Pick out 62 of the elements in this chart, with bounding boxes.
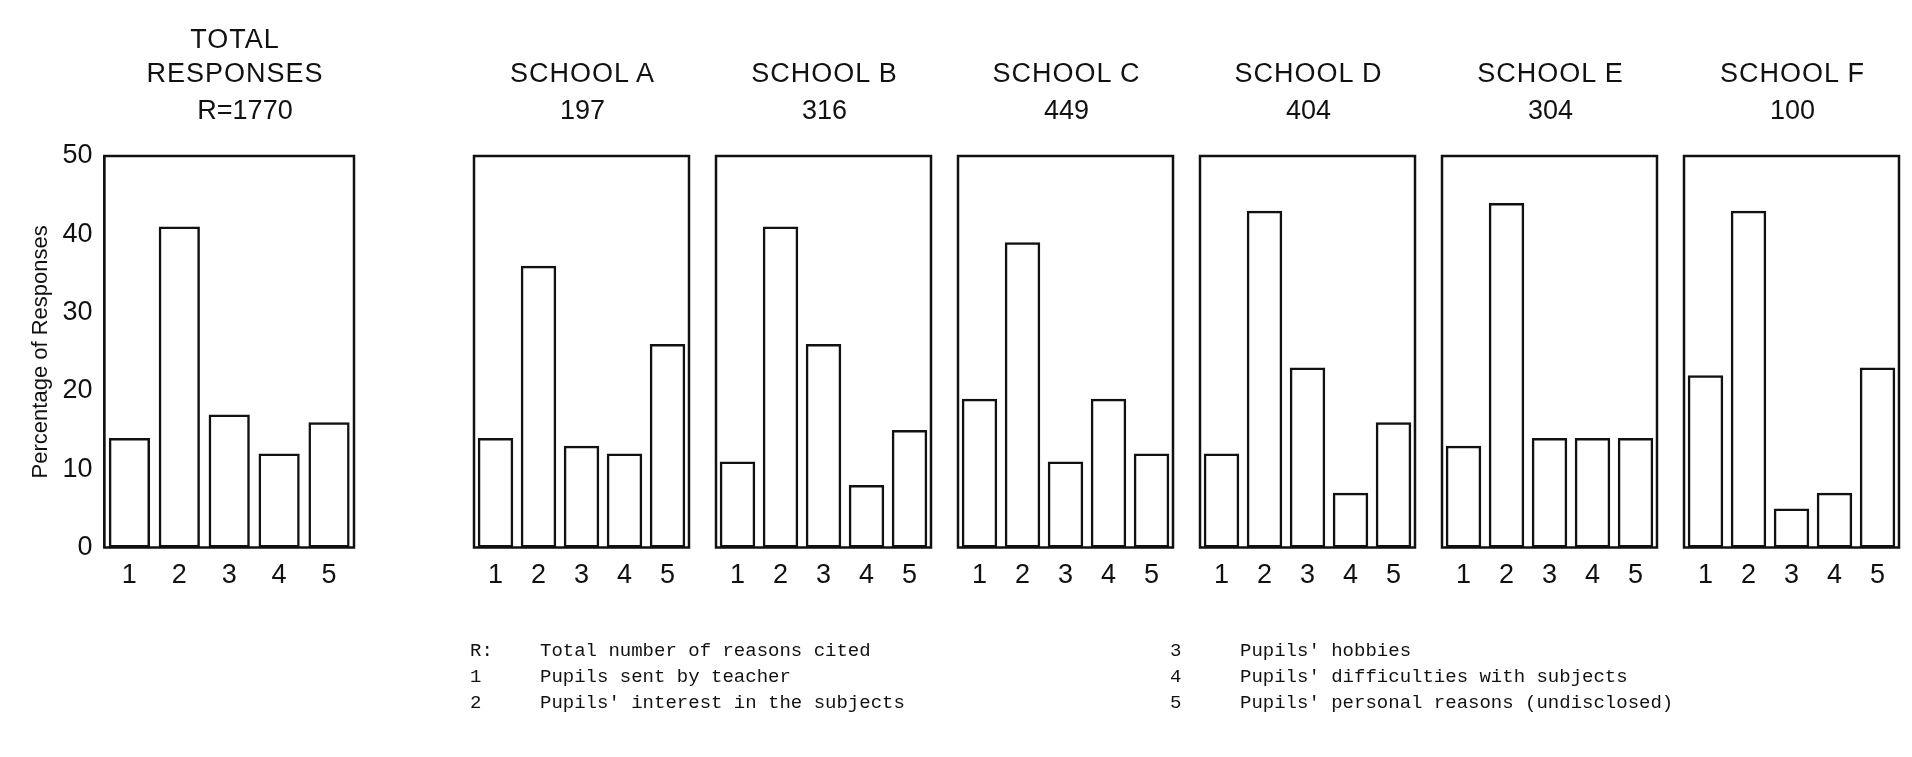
x-tick-label: 5 (1385, 559, 1402, 590)
x-tick-label: 4 (271, 559, 287, 590)
chart-title: SCHOOL A (508, 57, 656, 90)
chart-subtitle: 197 (558, 94, 607, 127)
x-tick-label: 2 (1498, 559, 1515, 590)
x-tick-label: 1 (121, 559, 137, 590)
x-tick-label: 5 (1869, 559, 1886, 590)
text: 3 Pupils' hobbies (1170, 640, 1412, 662)
x-tick-label: 3 (1541, 559, 1558, 590)
chart-title: TOTAL RESPONSES (145, 23, 325, 90)
chart-subtitle: 316 (800, 94, 849, 127)
x-tick-label: 3 (1057, 559, 1074, 590)
x-tick-label: 1 (971, 559, 988, 590)
x-tick-label: 5 (659, 559, 676, 590)
x-tick-label: 1 (1697, 559, 1714, 590)
y-tick-label: 20 (62, 374, 93, 405)
chart-subtitle: 100 (1768, 94, 1817, 127)
y-tick-label: 40 (62, 217, 93, 248)
x-tick-label: 2 (171, 559, 187, 590)
x-tick-label: 1 (729, 559, 746, 590)
x-tick-label: 3 (1299, 559, 1316, 590)
x-tick-label: 5 (901, 559, 918, 590)
x-tick-label: 4 (1342, 559, 1359, 590)
text: 5 Pupils' personal reasons (undisclosed) (1170, 692, 1674, 714)
y-axis-title: Percentage of Responses (27, 225, 53, 479)
y-tick-label: 10 (62, 452, 93, 483)
x-tick-label: 3 (815, 559, 832, 590)
x-tick-label: 5 (1143, 559, 1160, 590)
text: 2 Pupils' interest in the subjects (470, 692, 905, 714)
chart-subtitle: 449 (1042, 94, 1091, 127)
chart-title: SCHOOL B (750, 57, 899, 90)
chart-title: SCHOOL D (1233, 57, 1384, 90)
y-tick-label: 30 (62, 296, 93, 327)
x-tick-label: 5 (321, 559, 337, 590)
x-tick-label: 1 (1213, 559, 1230, 590)
x-tick-label: 2 (772, 559, 789, 590)
x-tick-label: 4 (1826, 559, 1843, 590)
chart-title: SCHOOL F (1719, 57, 1866, 90)
chart-title: SCHOOL C (991, 57, 1142, 90)
y-tick-label: 50 (62, 139, 93, 170)
x-tick-label: 2 (1740, 559, 1757, 590)
x-tick-label: 3 (573, 559, 590, 590)
x-tick-label: 5 (1627, 559, 1644, 590)
y-tick-label: 0 (77, 531, 93, 562)
x-tick-label: 3 (221, 559, 237, 590)
x-tick-label: 4 (1584, 559, 1601, 590)
x-tick-label: 2 (1256, 559, 1273, 590)
chart-subtitle: 304 (1526, 94, 1575, 127)
chart-subtitle: R=1770 (196, 94, 294, 127)
x-tick-label: 4 (858, 559, 875, 590)
x-tick-label: 4 (616, 559, 633, 590)
chart-subtitle: 404 (1284, 94, 1333, 127)
text: R: Total number of reasons cited (470, 640, 871, 662)
x-tick-label: 3 (1783, 559, 1800, 590)
x-tick-label: 2 (1014, 559, 1031, 590)
chart-title: SCHOOL E (1476, 57, 1625, 90)
x-tick-label: 1 (487, 559, 504, 590)
x-tick-label: 2 (530, 559, 547, 590)
x-tick-label: 4 (1100, 559, 1117, 590)
text: 1 Pupils sent by teacher (470, 666, 791, 688)
text: 4 Pupils' difficulties with subjects (1170, 666, 1628, 688)
x-tick-label: 1 (1455, 559, 1472, 590)
